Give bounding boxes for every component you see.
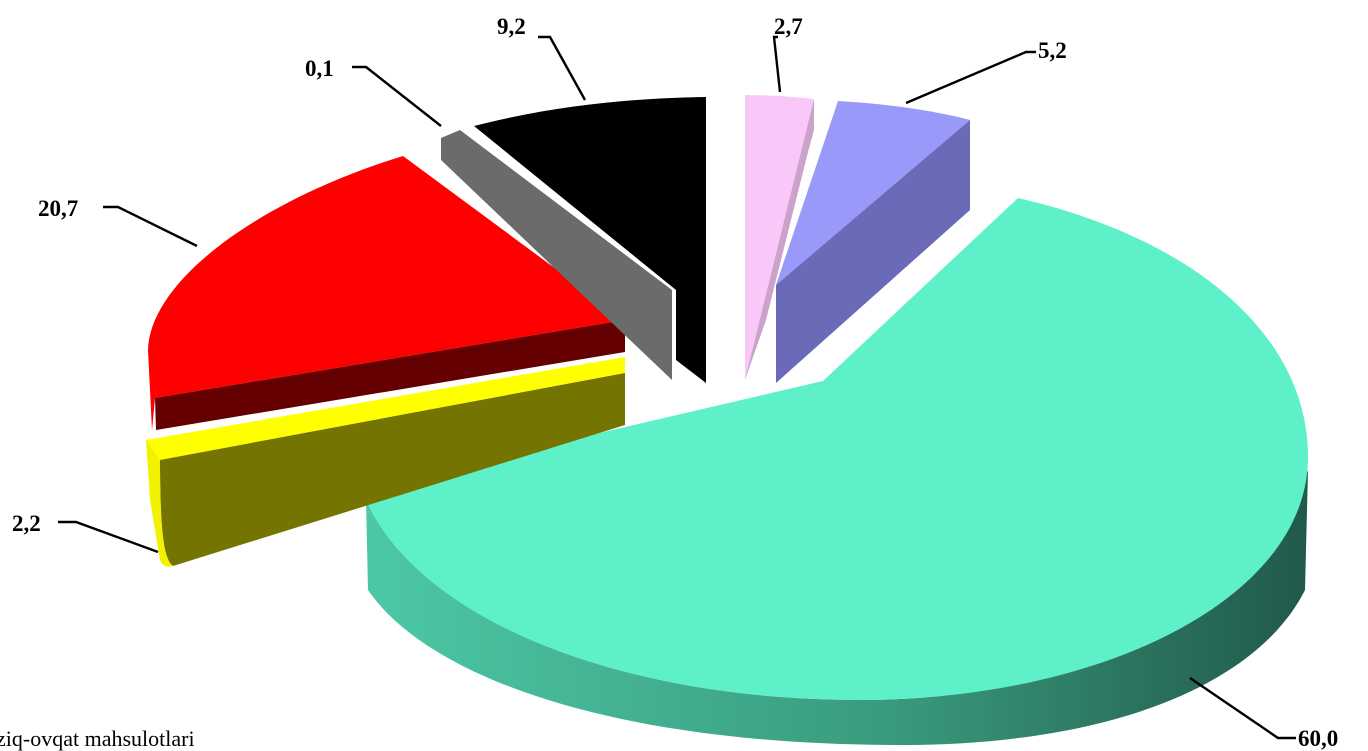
data-label-5-2: 5,2 bbox=[1038, 38, 1067, 63]
leader-0-1 bbox=[352, 67, 441, 126]
data-label-20-7: 20,7 bbox=[38, 196, 78, 221]
leader-5-2 bbox=[906, 52, 1036, 103]
data-label-2-2: 2,2 bbox=[12, 511, 41, 536]
leader-60-0 bbox=[1190, 678, 1296, 738]
data-label-0-1: 0,1 bbox=[305, 56, 334, 81]
legend-entry: ziq-ovqat mahsulotlari bbox=[0, 726, 195, 751]
data-label-60-0: 60,0 bbox=[1298, 726, 1338, 751]
data-label-9-2: 9,2 bbox=[497, 14, 526, 39]
data-label-2-7: 2,7 bbox=[774, 14, 803, 39]
leader-9-2 bbox=[538, 37, 585, 100]
leader-2-7 bbox=[774, 37, 780, 92]
leader-20-7 bbox=[103, 207, 197, 246]
leader-2-2 bbox=[58, 522, 158, 552]
